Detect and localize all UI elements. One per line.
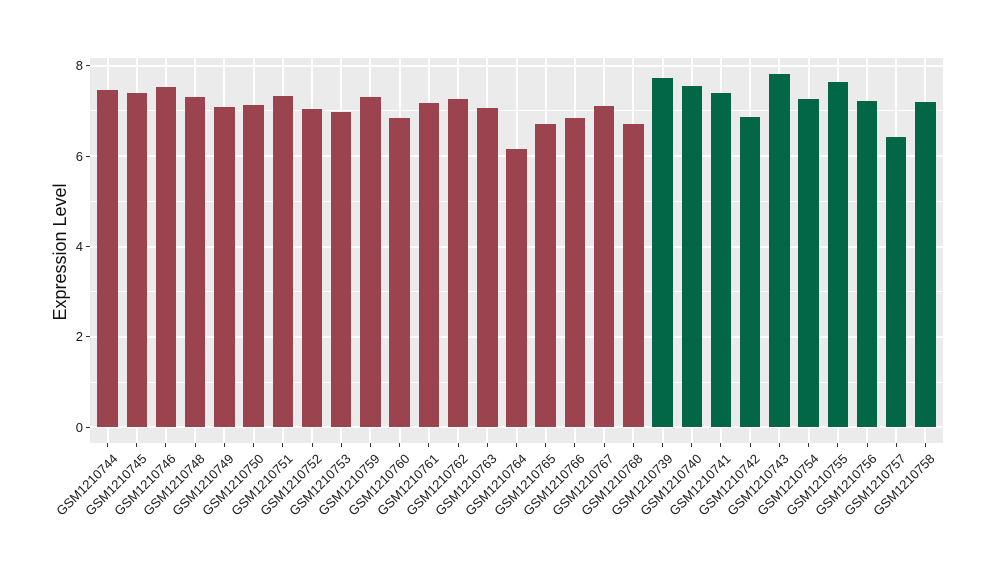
bar-GSM1210745: [126, 92, 147, 428]
x-tick-mark: [486, 443, 488, 447]
bar-GSM1210742: [739, 116, 761, 428]
x-tick-mark: [720, 443, 722, 447]
y-tick-label-2: 2: [75, 329, 83, 345]
bar-GSM1210749: [214, 106, 235, 428]
y-tick-label-6: 6: [75, 148, 83, 164]
bar-GSM1210739: [652, 78, 673, 428]
y-tick-mark: [86, 246, 90, 247]
x-tick-mark: [311, 443, 313, 447]
y-tick-mark: [86, 155, 90, 157]
bar-GSM1210761: [418, 103, 440, 428]
x-tick-mark: [136, 443, 138, 447]
x-tick-mark: [194, 443, 196, 447]
bar-GSM1210754: [798, 99, 819, 428]
x-tick-mark: [282, 443, 284, 447]
bar-GSM1210743: [769, 73, 790, 428]
bar-GSM1210750: [243, 105, 264, 428]
bar-GSM1210746: [155, 87, 177, 428]
y-tick-label-0: 0: [75, 419, 83, 435]
bar-GSM1210753: [331, 111, 352, 428]
x-tick-mark: [545, 443, 547, 447]
bar-GSM1210757: [886, 137, 907, 428]
x-tick-mark: [516, 443, 517, 447]
x-tick-mark: [691, 443, 693, 447]
x-tick-mark: [428, 443, 430, 447]
bar-GSM1210768: [623, 123, 644, 428]
x-tick-mark: [778, 443, 780, 447]
y-tick-mark: [86, 336, 90, 338]
x-tick-mark: [662, 443, 664, 447]
bar-GSM1210762: [447, 99, 469, 428]
bar-GSM1210759: [360, 97, 381, 428]
y-tick-label-4: 4: [75, 239, 83, 254]
x-tick-mark: [603, 443, 605, 447]
y-tick-mark: [86, 65, 90, 67]
x-tick-mark: [632, 443, 634, 447]
x-tick-mark: [895, 443, 897, 447]
bar-GSM1210740: [681, 86, 702, 428]
plot-panel: [90, 58, 943, 443]
x-tick-mark: [837, 443, 839, 447]
y-tick-label-8: 8: [75, 58, 83, 74]
x-tick-mark: [369, 443, 371, 447]
bar-GSM1210755: [827, 81, 849, 428]
x-tick-mark: [866, 443, 868, 447]
bar-GSM1210767: [593, 105, 615, 428]
x-tick-mark: [924, 443, 926, 447]
x-tick-mark: [808, 443, 810, 447]
bar-GSM1210763: [477, 108, 498, 428]
bar-GSM1210748: [184, 97, 206, 428]
bar-GSM1210758: [915, 101, 936, 428]
x-tick-mark: [399, 443, 401, 447]
y-tick-mark: [86, 426, 90, 428]
bar-GSM1210760: [389, 118, 410, 428]
x-tick-mark: [253, 443, 255, 447]
x-tick-mark: [340, 443, 342, 447]
bar-GSM1210765: [535, 124, 556, 428]
bar-GSM1210766: [564, 118, 586, 428]
x-tick-mark: [574, 443, 576, 447]
bar-GSM1210744: [97, 89, 118, 428]
bar-GSM1210752: [301, 108, 323, 428]
x-tick-mark: [165, 443, 167, 447]
x-tick-mark: [749, 443, 751, 447]
bar-GSM1210751: [272, 95, 293, 428]
bar-GSM1210764: [506, 149, 527, 428]
x-tick-mark: [457, 443, 459, 447]
x-tick-mark: [223, 443, 225, 447]
x-tick-mark: [107, 443, 109, 447]
bar-GSM1210756: [856, 100, 878, 428]
bar-GSM1210741: [710, 93, 732, 428]
